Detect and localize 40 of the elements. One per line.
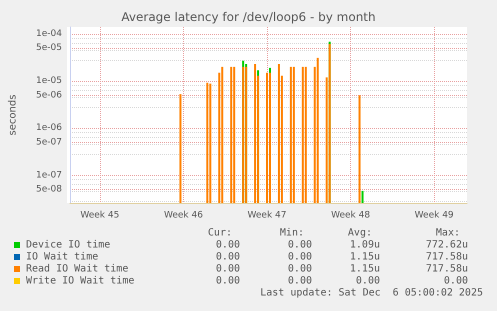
y-axis-title: seconds bbox=[8, 94, 18, 136]
text: Last update: Sat Dec 6 05:00:02 2025 bbox=[260, 288, 483, 298]
text: 0.00 bbox=[288, 240, 312, 250]
y-tick-label: 1e-04 bbox=[36, 28, 62, 39]
text: Cur: bbox=[208, 228, 232, 238]
text: 1.15u bbox=[350, 264, 380, 274]
text: 717.58u bbox=[426, 252, 468, 262]
x-tick-label: Week 46 bbox=[164, 210, 204, 220]
text: 0.00 bbox=[216, 240, 240, 250]
x-tick-label: Week 45 bbox=[80, 210, 120, 220]
text: 717.58u bbox=[426, 264, 468, 274]
chart-title: Average latency for /dev/loop6 - by month bbox=[121, 10, 376, 24]
x-tick-label: Week 49 bbox=[414, 210, 454, 220]
legend-label: Write IO Wait time bbox=[26, 276, 134, 286]
legend-label: Read IO Wait time bbox=[26, 264, 128, 274]
text: 0.00 bbox=[216, 252, 240, 262]
y-tick-label: 1e-05 bbox=[36, 76, 62, 86]
text: Min: bbox=[280, 228, 304, 238]
text: 1.15u bbox=[350, 252, 380, 262]
y-tick-label: 1e-07 bbox=[36, 170, 62, 180]
text: 772.62u bbox=[426, 240, 468, 250]
text: 0.00 bbox=[288, 252, 312, 262]
text: 0.00 bbox=[288, 276, 312, 286]
text: 1.09u bbox=[350, 240, 380, 250]
text: 0.00 bbox=[216, 276, 240, 286]
y-tick-label: 5e-08 bbox=[36, 184, 62, 195]
text: 0.00 bbox=[216, 264, 240, 274]
legend-label: IO Wait time bbox=[26, 252, 98, 262]
text: 0.00 bbox=[288, 264, 312, 274]
text: 0.00 bbox=[356, 276, 380, 286]
y-tick-label: 1e-06 bbox=[36, 123, 62, 134]
y-tick-label: 5e-06 bbox=[36, 90, 62, 100]
legend-label: Device IO time bbox=[26, 240, 110, 250]
x-tick-label: Week 47 bbox=[248, 210, 286, 220]
x-tick-label: Week 48 bbox=[331, 210, 370, 220]
text: Max: bbox=[436, 228, 460, 238]
text: 0.00 bbox=[444, 276, 468, 286]
y-tick-label: 5e-05 bbox=[36, 43, 62, 54]
y-tick-label: 5e-07 bbox=[36, 137, 62, 148]
text: Avg: bbox=[348, 228, 372, 238]
